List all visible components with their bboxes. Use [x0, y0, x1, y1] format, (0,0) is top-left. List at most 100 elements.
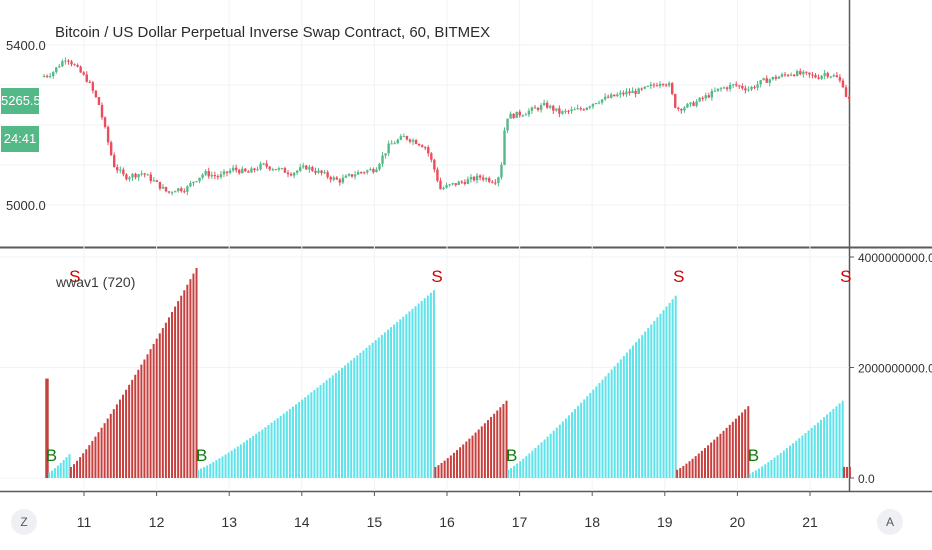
indicator-bar [480, 426, 483, 478]
indicator-bar [456, 450, 459, 478]
candle-body [375, 169, 378, 173]
indicator-bar [233, 448, 236, 478]
candle-body [262, 163, 265, 165]
indicator-bar [155, 338, 158, 478]
indicator-bar [754, 470, 757, 478]
indicator-bar [273, 420, 276, 478]
candle-body [765, 78, 768, 83]
candle-body [52, 72, 55, 77]
indicator-bar [109, 413, 112, 478]
indicator-bar [334, 372, 337, 478]
indicator-bar [650, 324, 653, 478]
indicator-bar [76, 460, 79, 478]
candle-body [439, 180, 442, 190]
candle-body [424, 147, 427, 149]
indicator-bar [97, 432, 100, 478]
indicator-bar [647, 328, 650, 478]
candle-body [789, 74, 793, 76]
indicator-bar [146, 354, 149, 478]
sell-signal-label: S [673, 267, 684, 286]
candle-body [649, 84, 653, 87]
candle-body [524, 114, 528, 116]
candle-body [378, 163, 381, 170]
indicator-bar [848, 466, 851, 478]
candle-body [817, 77, 820, 79]
indicator-bar [779, 452, 782, 478]
indicator-tick-label: 2000000000.0 [858, 362, 932, 376]
indicator-bar [722, 430, 725, 478]
candle-body [652, 84, 656, 86]
indicator-bar [474, 432, 477, 478]
indicator-bar [728, 424, 731, 478]
indicator-bar [174, 306, 177, 478]
candle-body [109, 142, 113, 156]
candle-body [451, 183, 454, 185]
indicator-bar [386, 329, 389, 478]
indicator-bar [112, 409, 115, 478]
candle-body [841, 80, 845, 88]
candle-body [640, 88, 643, 90]
indicator-bar [622, 355, 625, 478]
auto-button[interactable]: A [877, 509, 903, 535]
indicator-bar [446, 458, 449, 478]
indicator-bar [206, 465, 209, 478]
candle-body [735, 84, 738, 86]
candle-body [189, 183, 192, 187]
auto-scale-button[interactable]: Z [11, 509, 37, 535]
candle-body [683, 107, 686, 111]
indicator-bar [399, 319, 402, 478]
indicator-bar [426, 295, 429, 478]
candle-body [811, 74, 814, 76]
candle-body [786, 74, 790, 76]
indicator-bar [408, 311, 411, 478]
candle-body [335, 177, 338, 180]
candle-body [506, 118, 509, 131]
candle-body [500, 164, 503, 178]
indicator-bar [835, 406, 838, 478]
indicator-bar [100, 427, 103, 478]
indicator-label[interactable]: wwav1 (720) [56, 274, 136, 290]
indicator-bar [365, 347, 368, 478]
candle-body [610, 94, 613, 98]
candle-body [122, 169, 125, 175]
candle-body [539, 105, 543, 110]
date-tick-label: 14 [294, 514, 310, 530]
indicator-bar [177, 301, 180, 478]
candle-body [527, 110, 531, 115]
indicator-bar [45, 378, 48, 478]
indicator-bar [242, 442, 245, 478]
indicator-bar [829, 411, 832, 478]
candle-body [299, 167, 302, 171]
candle-body [173, 191, 177, 193]
candle-body [73, 64, 76, 66]
indicator-bar [195, 268, 198, 478]
indicator-bar [337, 370, 340, 478]
candle-body [58, 66, 61, 68]
indicator-bar [592, 389, 595, 478]
indicator-bar [685, 463, 688, 478]
indicator-bar [619, 359, 622, 478]
candle-body [244, 168, 247, 172]
candle-body [622, 92, 625, 95]
indicator-bar [140, 364, 143, 478]
indicator-bar [443, 460, 446, 478]
indicator-bar [118, 399, 121, 478]
candle-body [792, 74, 796, 76]
indicator-bar [246, 440, 249, 478]
candle-body [826, 73, 829, 77]
indicator-bar [468, 438, 471, 478]
indicator-bar [540, 442, 543, 478]
indicator-bar [212, 461, 215, 478]
candle-body [295, 170, 299, 173]
candle-body [366, 170, 369, 173]
indicator-bar [239, 444, 242, 478]
indicator-bar [601, 379, 604, 478]
candle-body [228, 170, 232, 173]
indicator-bar [377, 337, 380, 478]
indicator-bar [767, 462, 770, 478]
candle-body [448, 184, 451, 186]
candle-body [70, 61, 73, 65]
candle-body [603, 96, 607, 100]
candle-body [247, 171, 250, 173]
indicator-bar [429, 292, 432, 478]
